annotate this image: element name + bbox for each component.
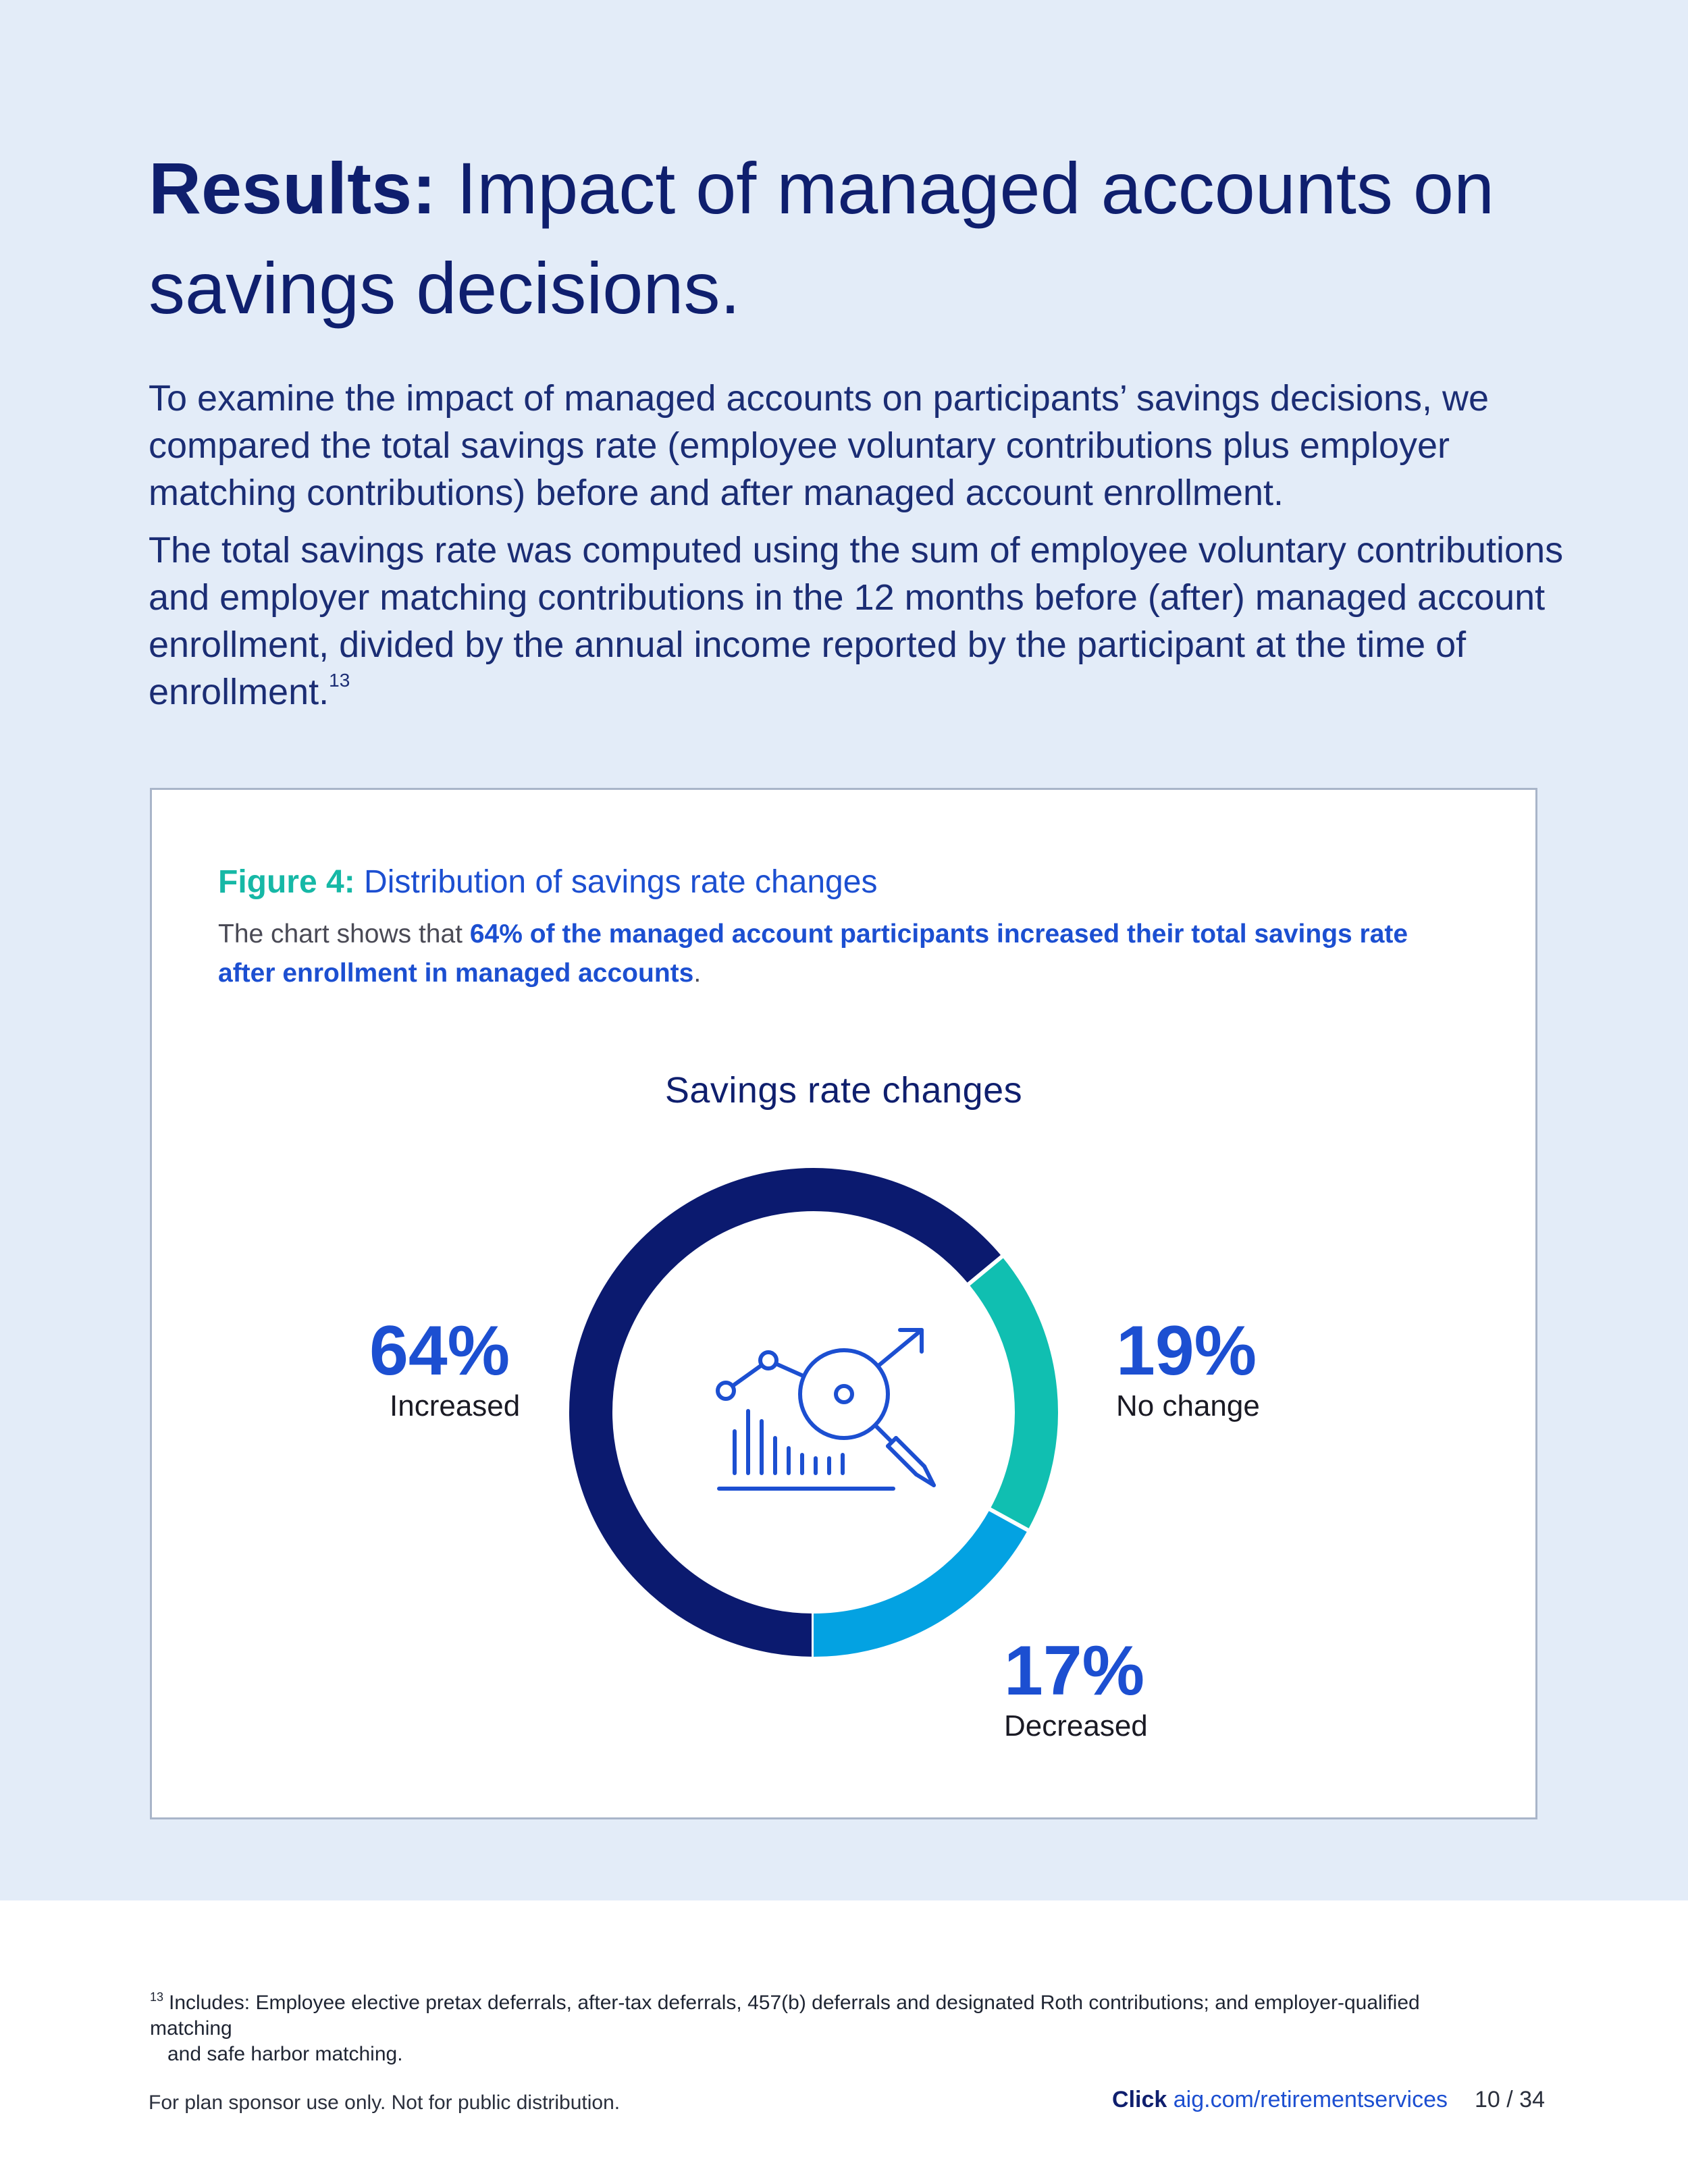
figure-description-highlight: 64% of the managed account participants … [218, 920, 1408, 988]
method-paragraph: The total savings rate was computed usin… [149, 527, 1580, 716]
figure-title: Figure 4: Distribution of savings rate c… [218, 862, 877, 903]
page-title-bold: Results: [149, 147, 437, 229]
page-title-rest: Impact of managed accounts on savings de… [149, 147, 1495, 329]
figure-description-plain: The chart shows that [218, 920, 470, 949]
footnote-reference[interactable]: 13 [329, 670, 350, 691]
slice-value-decreased: 17% [1004, 1632, 1145, 1710]
footnote: 13 Includes: Employee elective pretax def… [150, 1990, 1500, 2067]
figure-description-end: . [693, 959, 702, 988]
footnote-number: 13 [150, 1990, 164, 2004]
figure-card: Figure 4: Distribution of savings rate c… [150, 788, 1537, 1819]
slice-label-decreased: Decreased [1004, 1709, 1148, 1742]
slice-label-increased: Increased [390, 1389, 521, 1422]
analytics-magnifier-icon [716, 1328, 936, 1491]
page-number: 10 / 34 [1475, 2087, 1545, 2112]
intro-paragraph: To examine the impact of managed account… [149, 378, 1489, 513]
footnote-line-2: and safe harbor matching. [167, 2043, 403, 2065]
method-paragraph-text: The total savings rate was computed usin… [149, 530, 1564, 712]
slice-no-change [968, 1256, 1058, 1530]
slice-decreased [813, 1509, 1028, 1657]
slice-separator [966, 1254, 1005, 1287]
slice-value-no-change: 19% [1116, 1312, 1257, 1390]
footer-disclaimer: For plan sponsor use only. Not for publi… [149, 2092, 621, 2114]
footer-link[interactable]: aig.com/retirementservices [1173, 2087, 1448, 2112]
figure-description: The chart shows that 64% of the managed … [218, 915, 1460, 993]
figure-label: Figure 4: [218, 864, 355, 900]
page-title: Results: Impact of managed accounts on s… [149, 138, 1566, 338]
slice-increased [569, 1168, 1002, 1657]
header-section: Results: Impact of managed accounts on s… [0, 0, 1688, 1900]
footer-click-label: Click [1112, 2087, 1167, 2112]
slice-value-increased: 64% [369, 1312, 510, 1390]
donut-chart [569, 1168, 1058, 1658]
slice-label-no-change: No change [1116, 1389, 1260, 1422]
footnote-line-1: Includes: Employee elective pretax defer… [150, 1992, 1420, 2040]
figure-title-text: Distribution of savings rate changes [364, 864, 878, 900]
chart-title: Savings rate changes [664, 1070, 1023, 1111]
donut-slices [569, 1168, 1058, 1658]
footer-nav: Click aig.com/retirementservices 10 / 34 [1112, 2085, 1545, 2114]
slice-separator [987, 1506, 1030, 1533]
